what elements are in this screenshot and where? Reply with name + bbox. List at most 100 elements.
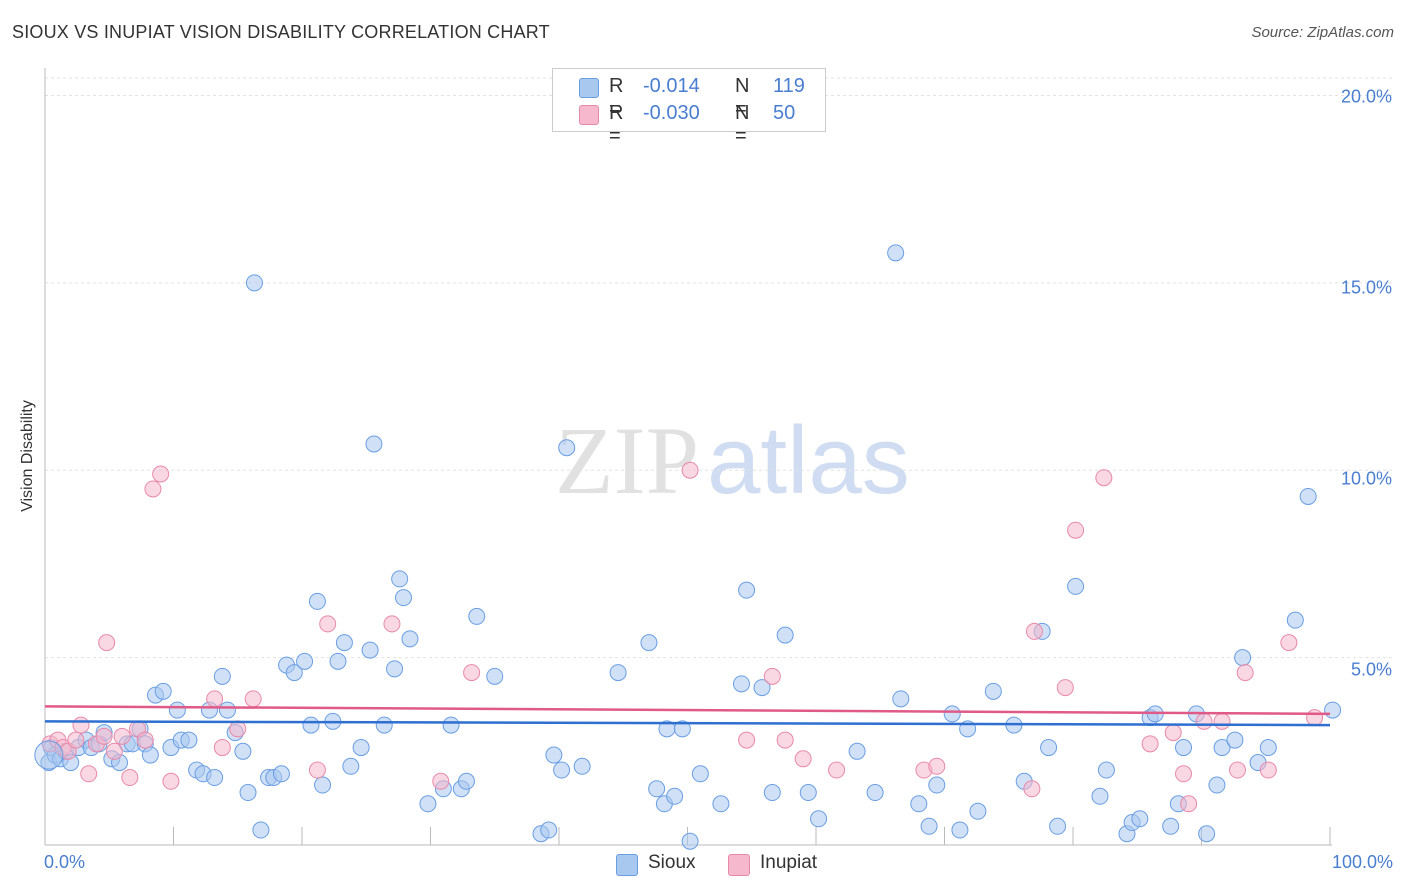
- sioux-point: [545, 746, 563, 764]
- sioux-point: [648, 780, 666, 798]
- inupiat-point: [1067, 521, 1085, 539]
- chart-source: Source: ZipAtlas.com: [1251, 24, 1394, 41]
- chart-title: SIOUX VS INUPIAT VISION DISABILITY CORRE…: [12, 22, 550, 42]
- r-label: R =: [609, 102, 624, 147]
- sioux-point: [673, 720, 691, 738]
- inupiat-point: [928, 757, 946, 775]
- legend-label-inupiat: Inupiat: [760, 852, 818, 873]
- inupiat-point: [162, 772, 180, 790]
- inupiat-point: [1025, 622, 1043, 640]
- inupiat-point: [308, 761, 326, 779]
- sioux-point: [1067, 577, 1085, 595]
- sioux-point: [252, 821, 270, 839]
- inupiat-point: [1023, 780, 1041, 798]
- sioux-point: [352, 739, 370, 757]
- sioux-point: [486, 667, 504, 685]
- sioux-point: [168, 701, 186, 719]
- inupiat-point: [121, 769, 139, 787]
- sioux-point: [1324, 701, 1342, 719]
- sioux-point: [799, 784, 817, 802]
- sioux-point: [1213, 739, 1231, 757]
- inupiat-point: [72, 716, 90, 734]
- sioux-point: [1226, 731, 1244, 749]
- sioux-point: [419, 795, 437, 813]
- inupiat-point: [1213, 712, 1231, 730]
- inupiat-point: [206, 690, 224, 708]
- n-value: 119: [773, 75, 805, 97]
- inupiat-point: [1195, 712, 1213, 730]
- y-tick-label: 15.0%: [1340, 277, 1392, 298]
- y-tick-label: 20.0%: [1340, 86, 1392, 107]
- sioux-point: [691, 765, 709, 783]
- sioux-point: [776, 626, 794, 644]
- inupiat-point: [67, 731, 85, 749]
- inupiat-point: [213, 739, 231, 757]
- sioux-point: [1208, 776, 1226, 794]
- inupiat-point: [95, 727, 113, 745]
- inupiat-point: [1306, 709, 1324, 727]
- inupiat-point: [794, 750, 812, 768]
- sioux-trend-line: [44, 720, 1331, 727]
- n-value: 50: [773, 102, 796, 124]
- sioux-point: [1097, 761, 1115, 779]
- sioux-point: [386, 660, 404, 678]
- inupiat-point: [463, 664, 481, 682]
- sioux-point: [285, 664, 303, 682]
- sioux-point: [34, 740, 64, 770]
- sioux-point: [810, 810, 828, 828]
- sioux-point: [984, 682, 1002, 700]
- stats-box: R = -0.014 N = 119 R = -0.030 N = 50: [552, 68, 826, 147]
- inupiat-point: [1259, 761, 1277, 779]
- sioux-point: [666, 787, 684, 805]
- sioux-point: [1259, 739, 1277, 757]
- sioux-point: [887, 244, 905, 262]
- inupiat-swatch: [579, 105, 599, 125]
- sioux-point: [1286, 611, 1304, 629]
- inupiat-point: [828, 761, 846, 779]
- sioux-point: [928, 776, 946, 794]
- inupiat-point: [763, 667, 781, 685]
- inupiat-point: [1056, 679, 1074, 697]
- sioux-point: [1091, 787, 1109, 805]
- sioux-point: [1049, 817, 1067, 835]
- sioux-point: [943, 705, 961, 723]
- sioux-point: [738, 581, 756, 599]
- sioux-point: [234, 742, 252, 760]
- inupiat-point: [738, 731, 756, 749]
- sioux-point: [763, 784, 781, 802]
- sioux-point: [920, 817, 938, 835]
- x-tick-label-max: 100.0%: [1331, 852, 1393, 872]
- sioux-point: [1234, 649, 1252, 667]
- sioux-point: [712, 795, 730, 813]
- sioux-point: [296, 652, 314, 670]
- inupiat-point: [244, 690, 262, 708]
- inupiat-point: [681, 461, 699, 479]
- watermark: ZIPatlas: [555, 405, 910, 516]
- inupiat-point: [432, 772, 450, 790]
- sioux-point: [1131, 810, 1149, 828]
- inupiat-point: [776, 731, 794, 749]
- inupiat-point: [136, 731, 154, 749]
- sioux-point: [302, 716, 320, 734]
- sioux-point: [206, 769, 224, 787]
- inupiat-point: [1236, 664, 1254, 682]
- sioux-point: [951, 821, 969, 839]
- sioux-point: [681, 832, 699, 850]
- legend-label-sioux: Sioux: [648, 852, 696, 873]
- inupiat-point: [80, 765, 98, 783]
- x-tick-label-min: 0.0%: [44, 852, 86, 872]
- sioux-point: [314, 776, 332, 794]
- inupiat-point: [319, 615, 337, 633]
- sioux-point: [457, 772, 475, 790]
- sioux-point: [342, 757, 360, 775]
- sioux-point: [1198, 825, 1216, 843]
- watermark-atlas: atlas: [707, 407, 910, 514]
- sioux-point: [154, 682, 172, 700]
- sioux-point: [609, 664, 627, 682]
- sioux-point: [892, 690, 910, 708]
- inupiat-point: [105, 742, 123, 760]
- watermark-zip: ZIP: [555, 407, 699, 514]
- sioux-point: [468, 607, 486, 625]
- sioux-point: [272, 765, 290, 783]
